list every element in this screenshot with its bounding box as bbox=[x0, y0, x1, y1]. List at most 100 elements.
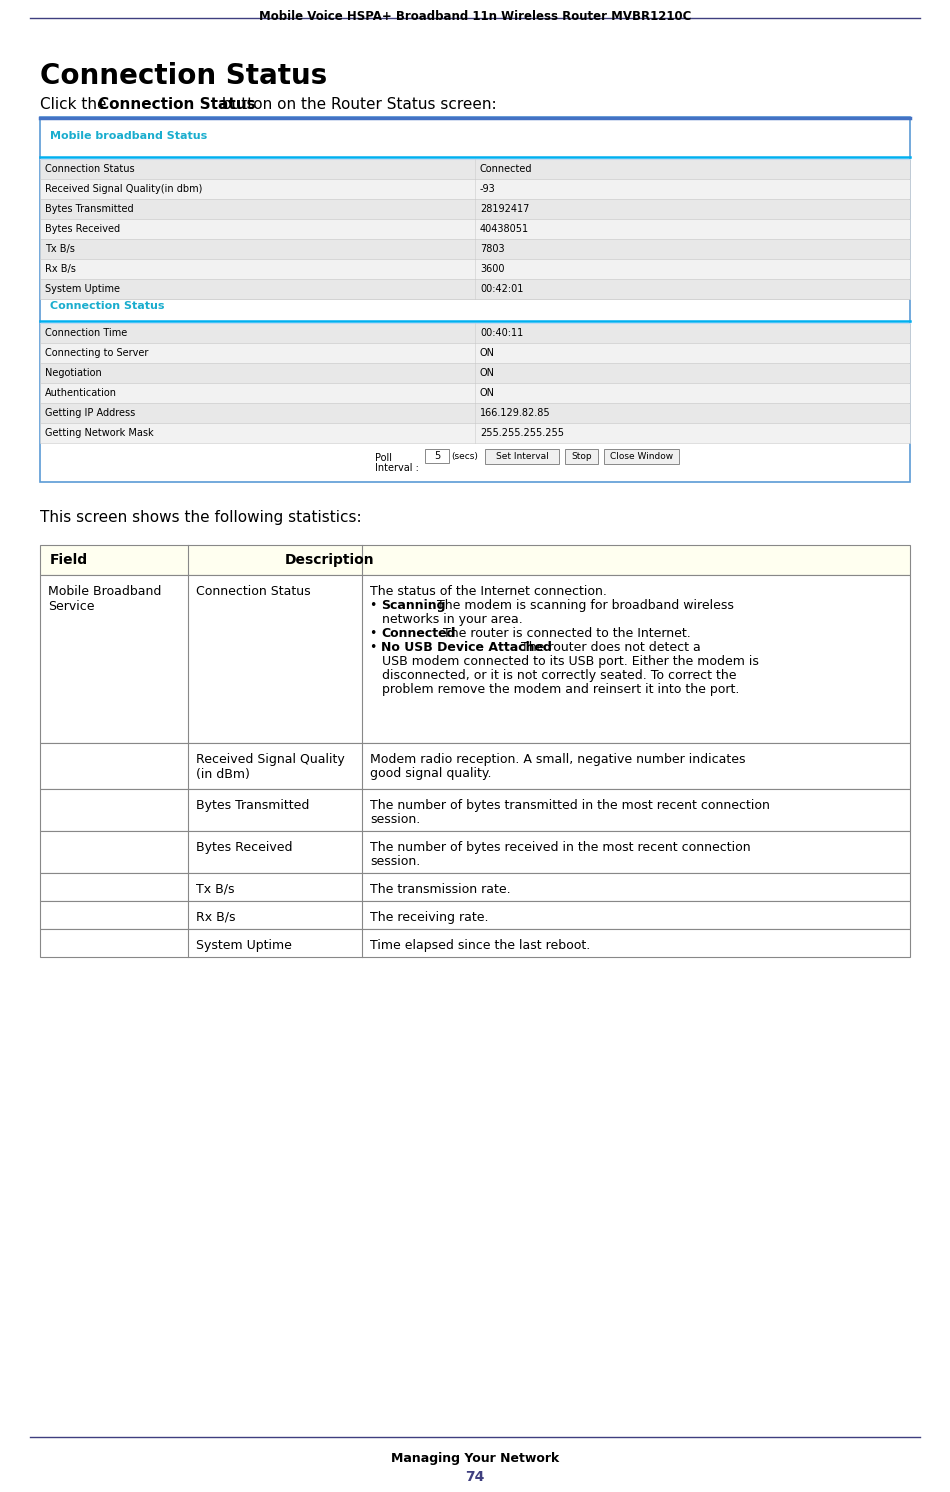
Text: Connected: Connected bbox=[381, 627, 455, 640]
Text: Bytes Transmitted: Bytes Transmitted bbox=[45, 204, 134, 213]
Bar bbox=[40, 279, 910, 298]
Text: Click the: Click the bbox=[40, 97, 111, 112]
Text: Interval :: Interval : bbox=[375, 463, 419, 473]
Bar bbox=[565, 449, 598, 464]
Text: Set Interval: Set Interval bbox=[496, 452, 548, 461]
Text: Poll: Poll bbox=[375, 454, 392, 463]
Text: The number of bytes transmitted in the most recent connection: The number of bytes transmitted in the m… bbox=[370, 800, 770, 812]
Text: Rx B/s: Rx B/s bbox=[45, 264, 76, 275]
Text: Connection Status: Connection Status bbox=[50, 301, 164, 310]
Text: Bytes Received: Bytes Received bbox=[196, 841, 293, 853]
Text: Connection Status: Connection Status bbox=[196, 585, 311, 598]
Bar bbox=[40, 743, 910, 789]
Text: 74: 74 bbox=[466, 1470, 484, 1485]
Text: Connection Status: Connection Status bbox=[40, 63, 327, 90]
Text: -93: -93 bbox=[480, 184, 496, 194]
Bar bbox=[40, 574, 910, 743]
Text: The transmission rate.: The transmission rate. bbox=[370, 883, 510, 897]
Text: Authentication: Authentication bbox=[45, 388, 117, 398]
Bar bbox=[40, 179, 910, 198]
Text: Mobile Broadband
Service: Mobile Broadband Service bbox=[48, 585, 162, 613]
Bar bbox=[40, 343, 910, 363]
Text: Rx B/s: Rx B/s bbox=[196, 912, 236, 924]
Text: •: • bbox=[370, 627, 381, 640]
Text: 3600: 3600 bbox=[480, 264, 504, 275]
Text: 255.255.255.255: 255.255.255.255 bbox=[480, 428, 564, 439]
Bar bbox=[40, 322, 910, 343]
Bar bbox=[40, 383, 910, 403]
Bar bbox=[485, 449, 560, 464]
Bar bbox=[604, 449, 678, 464]
Text: Stop: Stop bbox=[572, 452, 592, 461]
Text: The receiving rate.: The receiving rate. bbox=[370, 912, 488, 924]
Text: . The router does not detect a: . The router does not detect a bbox=[513, 642, 701, 653]
Bar bbox=[40, 545, 910, 574]
Text: This screen shows the following statistics:: This screen shows the following statisti… bbox=[40, 510, 362, 525]
Text: problem remove the modem and reinsert it into the port.: problem remove the modem and reinsert it… bbox=[370, 683, 739, 695]
Text: . The router is connected to the Internet.: . The router is connected to the Interne… bbox=[435, 627, 691, 640]
Text: Connection Status: Connection Status bbox=[98, 97, 256, 112]
Text: Description: Description bbox=[285, 554, 374, 567]
Text: Connected: Connected bbox=[480, 164, 533, 175]
Text: 5: 5 bbox=[434, 451, 440, 461]
Bar bbox=[40, 219, 910, 239]
Text: Modem radio reception. A small, negative number indicates: Modem radio reception. A small, negative… bbox=[370, 753, 746, 765]
Text: The status of the Internet connection.: The status of the Internet connection. bbox=[370, 585, 607, 598]
Bar bbox=[40, 930, 910, 956]
Text: 00:42:01: 00:42:01 bbox=[480, 283, 523, 294]
Text: Connection Status: Connection Status bbox=[45, 164, 135, 175]
Text: System Uptime: System Uptime bbox=[45, 283, 120, 294]
Text: Received Signal Quality(in dbm): Received Signal Quality(in dbm) bbox=[45, 184, 202, 194]
Bar bbox=[40, 239, 910, 260]
Text: (secs): (secs) bbox=[451, 452, 478, 461]
Text: ON: ON bbox=[480, 369, 495, 377]
Text: Bytes Received: Bytes Received bbox=[45, 224, 120, 234]
Text: 166.129.82.85: 166.129.82.85 bbox=[480, 407, 551, 418]
Text: Negotiation: Negotiation bbox=[45, 369, 102, 377]
Text: disconnected, or it is not correctly seated. To correct the: disconnected, or it is not correctly sea… bbox=[370, 668, 736, 682]
Bar bbox=[40, 901, 910, 930]
Text: Field: Field bbox=[50, 554, 88, 567]
Text: 28192417: 28192417 bbox=[480, 204, 529, 213]
Text: good signal quality.: good signal quality. bbox=[370, 767, 491, 780]
Text: •: • bbox=[370, 642, 381, 653]
Bar bbox=[40, 873, 910, 901]
Text: 00:40:11: 00:40:11 bbox=[480, 328, 523, 339]
Text: networks in your area.: networks in your area. bbox=[370, 613, 522, 627]
Bar bbox=[40, 831, 910, 873]
Text: Connection Time: Connection Time bbox=[45, 328, 127, 339]
Text: Time elapsed since the last reboot.: Time elapsed since the last reboot. bbox=[370, 938, 590, 952]
Text: ON: ON bbox=[480, 388, 495, 398]
Text: Mobile broadband Status: Mobile broadband Status bbox=[50, 131, 207, 142]
Text: Getting IP Address: Getting IP Address bbox=[45, 407, 135, 418]
Text: Getting Network Mask: Getting Network Mask bbox=[45, 428, 154, 439]
Text: Managing Your Network: Managing Your Network bbox=[390, 1452, 560, 1465]
Text: button on the Router Status screen:: button on the Router Status screen: bbox=[217, 97, 497, 112]
Bar bbox=[40, 424, 910, 443]
Text: •: • bbox=[370, 598, 381, 612]
Text: Close Window: Close Window bbox=[610, 452, 673, 461]
Text: Bytes Transmitted: Bytes Transmitted bbox=[196, 800, 310, 812]
Text: Tx B/s: Tx B/s bbox=[196, 883, 235, 897]
Text: 7803: 7803 bbox=[480, 245, 504, 254]
Text: session.: session. bbox=[370, 813, 420, 827]
Bar bbox=[40, 116, 910, 482]
Text: session.: session. bbox=[370, 855, 420, 868]
Text: . The modem is scanning for broadband wireless: . The modem is scanning for broadband wi… bbox=[428, 598, 733, 612]
Text: 40438051: 40438051 bbox=[480, 224, 529, 234]
Text: Received Signal Quality
(in dBm): Received Signal Quality (in dBm) bbox=[196, 753, 345, 780]
Text: Mobile Voice HSPA+ Broadband 11n Wireless Router MVBR1210C: Mobile Voice HSPA+ Broadband 11n Wireles… bbox=[258, 10, 692, 22]
Bar bbox=[40, 160, 910, 179]
Text: USB modem connected to its USB port. Either the modem is: USB modem connected to its USB port. Eit… bbox=[370, 655, 759, 668]
Bar bbox=[40, 363, 910, 383]
Text: Connecting to Server: Connecting to Server bbox=[45, 348, 148, 358]
Bar bbox=[40, 403, 910, 424]
Text: Scanning: Scanning bbox=[381, 598, 446, 612]
Text: Tx B/s: Tx B/s bbox=[45, 245, 75, 254]
Text: The number of bytes received in the most recent connection: The number of bytes received in the most… bbox=[370, 841, 750, 853]
Bar bbox=[40, 789, 910, 831]
Text: System Uptime: System Uptime bbox=[196, 938, 292, 952]
Bar bbox=[40, 260, 910, 279]
Text: No USB Device Attached: No USB Device Attached bbox=[381, 642, 552, 653]
Bar bbox=[40, 198, 910, 219]
